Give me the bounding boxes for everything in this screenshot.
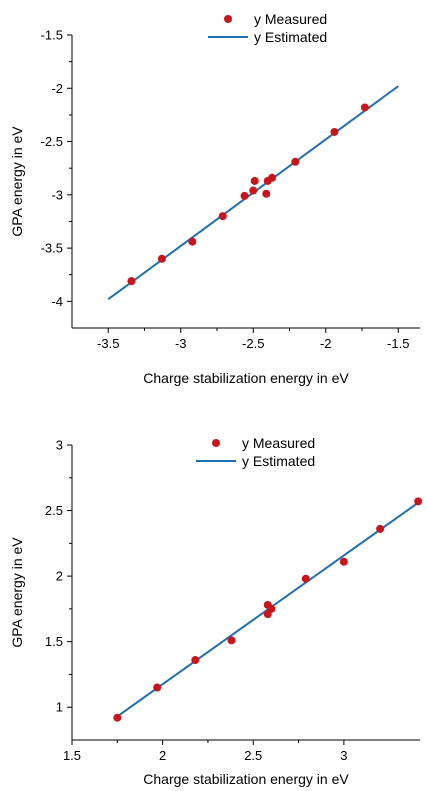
y-tick-label: -1.5: [41, 28, 63, 43]
y-tick-label: 2: [56, 569, 63, 584]
legend-marker-measured: [224, 15, 232, 23]
legend-label: y Estimated: [254, 29, 327, 45]
estimated-fit-line: [116, 503, 417, 718]
measured-point: [191, 656, 200, 665]
measured-point: [414, 497, 423, 506]
measured-point: [301, 574, 310, 583]
legend-label: y Measured: [242, 435, 315, 451]
x-axis-title: Charge stabilization energy in eV: [143, 771, 349, 787]
measured-point: [240, 191, 249, 200]
measured-point: [267, 604, 276, 613]
measured-point: [127, 277, 136, 286]
y-tick-label: -3: [51, 187, 63, 202]
y-axis-title: GPA energy in eV: [9, 126, 25, 237]
measured-point: [262, 189, 271, 198]
y-axis-title: GPA energy in eV: [9, 537, 25, 648]
x-tick-label: -2: [320, 336, 332, 351]
chart-1: -3.5 -3 -2.5 -2 -1.5 -4 -3.5 -3 -2.5 -2 -1.5 Charge…: [9, 11, 420, 386]
x-tick-label: 2.5: [244, 748, 262, 763]
measured-point: [113, 713, 122, 722]
measured-point: [249, 186, 258, 195]
y-tick-label: -3.5: [41, 241, 63, 256]
x-tick-label: -3.5: [97, 336, 119, 351]
x-tick-label: -2.5: [242, 336, 264, 351]
y-tick-label: 1: [56, 700, 63, 715]
measured-point: [291, 157, 300, 166]
measured-point: [157, 254, 166, 263]
measured-point: [339, 557, 348, 566]
chart-2: 1.5 2 2.5 3 1 1.5 2 2.5 3 Charge stabilization en…: [9, 435, 423, 787]
measured-point: [360, 103, 369, 112]
x-tick-label: -1.5: [387, 336, 409, 351]
y-tick-label: -2: [51, 81, 63, 96]
measured-point: [330, 127, 339, 136]
x-tick-label: 2: [159, 748, 166, 763]
y-tick-label: 3: [56, 438, 63, 453]
measured-point: [268, 173, 277, 182]
measured-point: [153, 683, 162, 692]
legend-marker-measured: [212, 439, 220, 447]
y-tick-label: 2.5: [45, 503, 63, 518]
measured-point: [227, 636, 236, 645]
y-tick-label: -2.5: [41, 134, 63, 149]
measured-point: [250, 176, 259, 185]
y-tick-label: 1.5: [45, 634, 63, 649]
x-axis-title: Charge stabilization energy in eV: [143, 370, 349, 386]
legend-label: y Estimated: [242, 453, 315, 469]
measured-point: [218, 212, 227, 221]
legend-label: y Measured: [254, 11, 327, 27]
y-tick-label: -4: [51, 294, 63, 309]
measured-point: [188, 237, 197, 246]
x-tick-label: 3: [340, 748, 347, 763]
measured-point: [376, 524, 385, 533]
x-tick-label: -3: [175, 336, 187, 351]
x-tick-label: 1.5: [63, 748, 81, 763]
